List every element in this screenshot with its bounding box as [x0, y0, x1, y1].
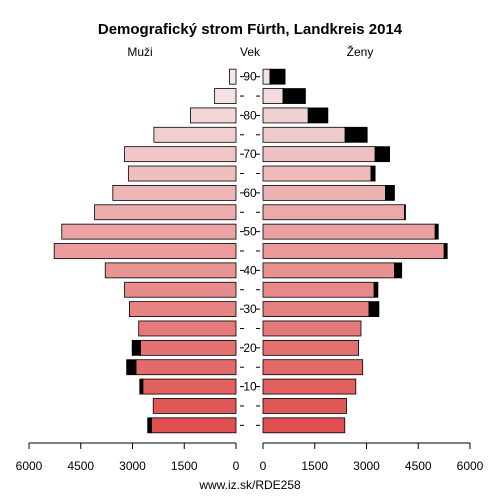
female-bar-15-19 — [262, 359, 364, 376]
age-tick-label: 80 — [243, 108, 257, 122]
male-bar-40-44 — [104, 262, 237, 279]
footer-source: www.iz.sk/RDE258 — [198, 478, 301, 492]
male-bar-25-29 — [138, 320, 237, 337]
male-bar-70-74 — [124, 146, 237, 163]
female-bar-40-44 — [262, 262, 395, 279]
female-bar-0-4 — [262, 417, 346, 434]
age-tick-label: 50 — [243, 225, 257, 239]
male-foreign-bar-10-14 — [139, 378, 144, 395]
male-bar-90+ — [229, 68, 237, 85]
male-x-axis: 0 1500 3000 4500 6000 — [16, 442, 240, 473]
male-bar-60-64 — [112, 184, 237, 201]
female-foreign-bar-30-34 — [368, 301, 380, 318]
male-bar-75-79 — [153, 126, 237, 143]
female-foreign-bar-50-54 — [434, 223, 439, 240]
female-bar-35-39 — [262, 281, 375, 298]
x-tick-label: 6000 — [457, 459, 484, 473]
male-foreign-bar-20-24 — [131, 339, 141, 356]
female-bar-10-14 — [262, 378, 357, 395]
x-tick-label: 0 — [233, 459, 240, 473]
female-bar-30-34 — [262, 301, 370, 318]
female-bar-5-9 — [262, 398, 347, 414]
age-tick-label: 90 — [243, 70, 257, 84]
female-foreign-bar-90+ — [269, 68, 286, 85]
female-bar-75-79 — [262, 126, 346, 143]
male-bar-20-24 — [140, 339, 237, 356]
male-foreign-bar-0-4 — [147, 417, 152, 434]
female-foreign-bar-40-44 — [394, 262, 403, 279]
female-bars — [262, 68, 448, 434]
male-bars — [53, 68, 237, 434]
female-foreign-bar-45-49 — [443, 243, 448, 259]
age-tick-label: 30 — [243, 302, 257, 316]
male-bar-30-34 — [128, 301, 237, 318]
x-tick-label: 1500 — [171, 459, 198, 473]
female-foreign-bar-70-74 — [374, 146, 391, 163]
female-bar-60-64 — [262, 184, 386, 201]
male-bar-0-4 — [151, 417, 237, 434]
female-bar-50-54 — [262, 223, 436, 240]
female-header: Ženy — [347, 44, 374, 59]
female-bar-80-84 — [262, 107, 309, 124]
female-bar-55-59 — [262, 204, 405, 221]
x-tick-label: 4500 — [405, 459, 432, 473]
female-bar-25-29 — [262, 320, 362, 337]
female-x-axis: 0 1500 3000 4500 6000 — [260, 442, 484, 473]
female-foreign-bar-35-39 — [373, 281, 379, 298]
age-tick-label: 60 — [243, 186, 257, 200]
female-bar-45-49 — [262, 243, 445, 259]
x-tick-label: 0 — [260, 459, 267, 473]
age-tick-label: 40 — [243, 263, 257, 277]
female-bar-70-74 — [262, 146, 376, 163]
male-bar-65-69 — [127, 165, 237, 182]
male-bar-10-14 — [142, 378, 237, 395]
male-bar-35-39 — [124, 281, 237, 298]
male-bar-50-54 — [61, 223, 237, 240]
female-bar-20-24 — [262, 339, 359, 356]
male-bar-55-59 — [94, 204, 237, 221]
male-bar-85-89 — [214, 88, 237, 104]
x-tick-label: 3000 — [119, 459, 146, 473]
female-foreign-bar-55-59 — [404, 204, 406, 221]
chart-title: Demografický strom Fürth, Landkreis 2014 — [98, 21, 403, 38]
female-foreign-bar-85-89 — [282, 88, 306, 104]
male-bar-80-84 — [190, 107, 237, 124]
male-bar-5-9 — [152, 398, 237, 414]
age-header: Vek — [240, 45, 261, 59]
x-tick-label: 6000 — [16, 459, 43, 473]
female-foreign-bar-80-84 — [307, 107, 329, 124]
female-foreign-bar-65-69 — [370, 165, 376, 182]
female-bar-90+ — [262, 68, 271, 85]
age-axis: 10 20 30 40 50 60 70 80 90 — [240, 70, 260, 426]
age-tick-label: 10 — [243, 380, 257, 394]
female-bar-65-69 — [262, 165, 372, 182]
x-tick-label: 3000 — [353, 459, 380, 473]
male-foreign-bar-15-19 — [126, 359, 137, 376]
male-bar-15-19 — [135, 359, 237, 376]
male-header: Muži — [127, 45, 152, 59]
age-tick-label: 70 — [243, 147, 257, 161]
male-bar-45-49 — [53, 243, 237, 259]
female-bar-85-89 — [262, 88, 284, 104]
age-tick-label: 20 — [243, 341, 257, 355]
x-tick-label: 1500 — [301, 459, 328, 473]
x-tick-label: 4500 — [67, 459, 94, 473]
female-foreign-bar-75-79 — [344, 126, 368, 143]
female-foreign-bar-60-64 — [385, 184, 395, 201]
